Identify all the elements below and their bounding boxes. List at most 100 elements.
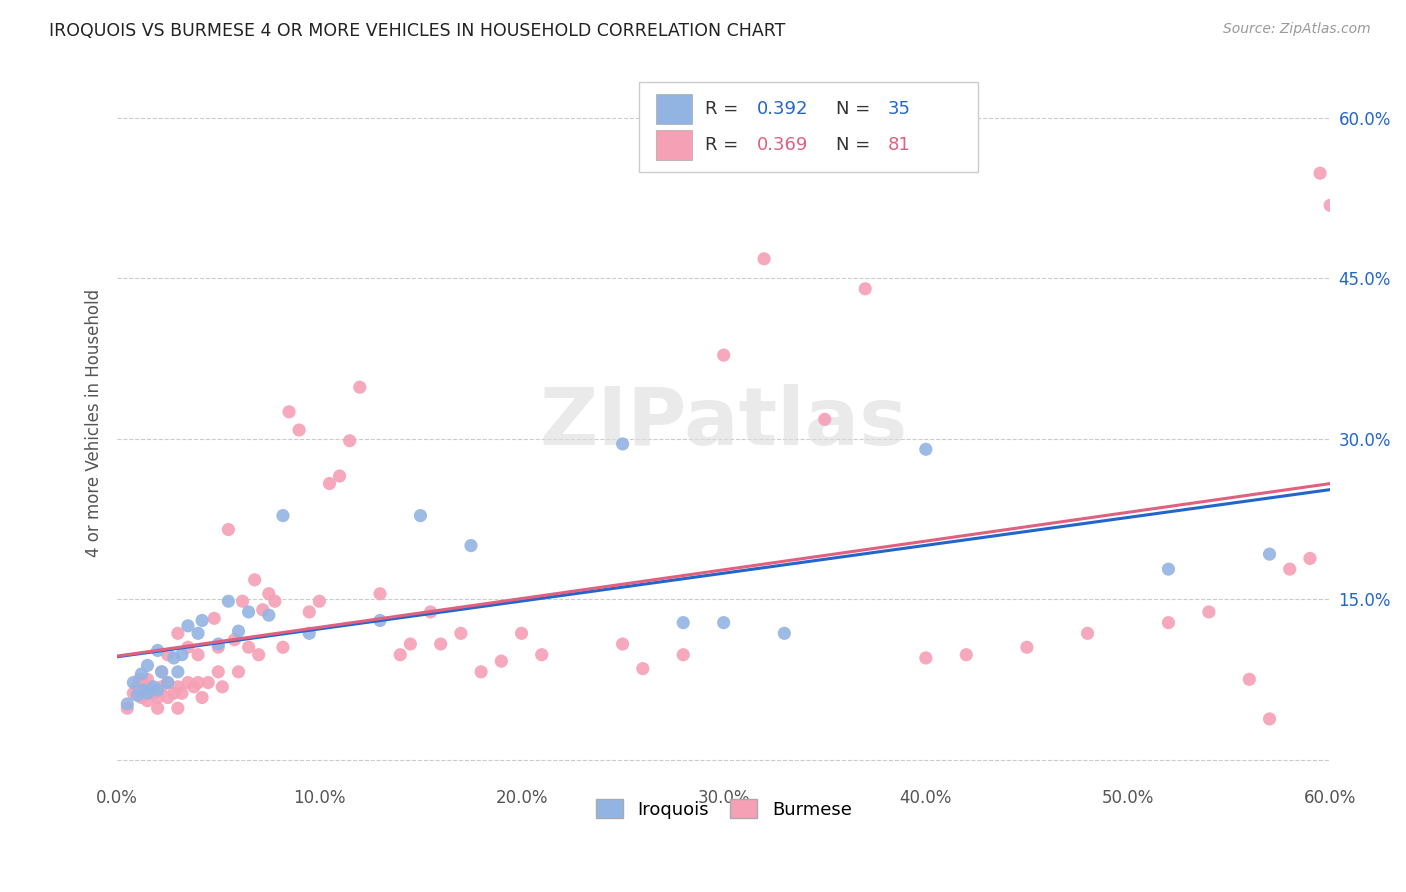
Y-axis label: 4 or more Vehicles in Household: 4 or more Vehicles in Household (86, 288, 103, 557)
Point (202, 611, 225, 625)
Point (228, 624, 250, 639)
Point (177, 640, 200, 655)
Point (163, 651, 186, 665)
Point (429, 637, 451, 651)
Point (238, 640, 260, 655)
Point (1077, 626, 1099, 640)
Point (491, 654, 513, 668)
Point (231, 594, 253, 608)
Point (389, 648, 412, 662)
Point (1258, 712, 1281, 726)
Text: R =: R = (706, 100, 745, 119)
Point (122, 675, 145, 690)
Point (243, 573, 266, 587)
Point (166, 626, 188, 640)
Point (166, 665, 188, 679)
Point (339, 434, 361, 448)
Point (1258, 547, 1281, 561)
Point (187, 626, 209, 640)
Point (368, 587, 391, 601)
Point (329, 469, 352, 483)
Point (207, 637, 229, 651)
Point (672, 615, 695, 630)
Point (150, 665, 173, 679)
Point (217, 594, 239, 608)
Point (1278, 562, 1301, 576)
Text: N =: N = (837, 100, 876, 119)
Point (191, 614, 214, 628)
Point (298, 626, 321, 640)
Point (217, 523, 239, 537)
Point (156, 675, 179, 690)
Point (191, 690, 214, 705)
Point (853, 282, 876, 296)
Point (252, 603, 274, 617)
Point (146, 683, 169, 698)
Point (117, 701, 139, 715)
Point (128, 673, 150, 687)
Point (136, 686, 159, 700)
Point (211, 680, 233, 694)
Point (271, 508, 294, 523)
Point (510, 626, 533, 640)
Text: 0.392: 0.392 (756, 100, 808, 119)
Point (177, 619, 200, 633)
Point (131, 690, 153, 705)
Point (138, 680, 160, 694)
Point (163, 686, 186, 700)
Point (349, 380, 371, 394)
Point (814, 412, 837, 426)
Point (224, 632, 246, 647)
Point (146, 690, 169, 705)
Point (136, 694, 159, 708)
Point (914, 442, 936, 457)
Point (117, 697, 139, 711)
Point (409, 508, 432, 523)
FancyBboxPatch shape (638, 82, 979, 171)
Point (146, 643, 169, 657)
Point (1157, 562, 1180, 576)
Point (773, 626, 796, 640)
Point (207, 665, 229, 679)
Point (1319, 198, 1341, 212)
Point (399, 637, 422, 651)
Text: ZIPatlas: ZIPatlas (540, 384, 908, 461)
Point (247, 648, 270, 662)
Point (470, 665, 492, 679)
Point (142, 680, 165, 694)
Point (713, 348, 735, 362)
Text: IROQUOIS VS BURMESE 4 OR MORE VEHICLES IN HOUSEHOLD CORRELATION CHART: IROQUOIS VS BURMESE 4 OR MORE VEHICLES I… (49, 22, 786, 40)
Point (122, 686, 145, 700)
Text: 35: 35 (887, 100, 911, 119)
Point (612, 437, 634, 451)
Point (187, 675, 209, 690)
Point (127, 689, 149, 703)
Point (914, 651, 936, 665)
Point (1299, 551, 1322, 566)
FancyBboxPatch shape (655, 95, 692, 124)
Point (419, 605, 441, 619)
Point (1239, 673, 1261, 687)
Point (150, 680, 173, 694)
Point (166, 680, 188, 694)
Text: 0.369: 0.369 (756, 136, 808, 154)
Text: N =: N = (837, 136, 876, 154)
Text: 81: 81 (887, 136, 910, 154)
Point (166, 701, 188, 715)
Point (1015, 640, 1038, 655)
Point (308, 594, 330, 608)
Point (1157, 615, 1180, 630)
Text: R =: R = (706, 136, 745, 154)
Point (460, 539, 482, 553)
Point (170, 686, 193, 700)
Point (1198, 605, 1220, 619)
Point (228, 665, 250, 679)
Point (530, 648, 553, 662)
Point (131, 667, 153, 681)
Point (278, 405, 301, 419)
Point (752, 252, 775, 266)
Point (136, 658, 159, 673)
Point (150, 665, 173, 679)
Point (1309, 166, 1331, 180)
Point (318, 476, 340, 491)
